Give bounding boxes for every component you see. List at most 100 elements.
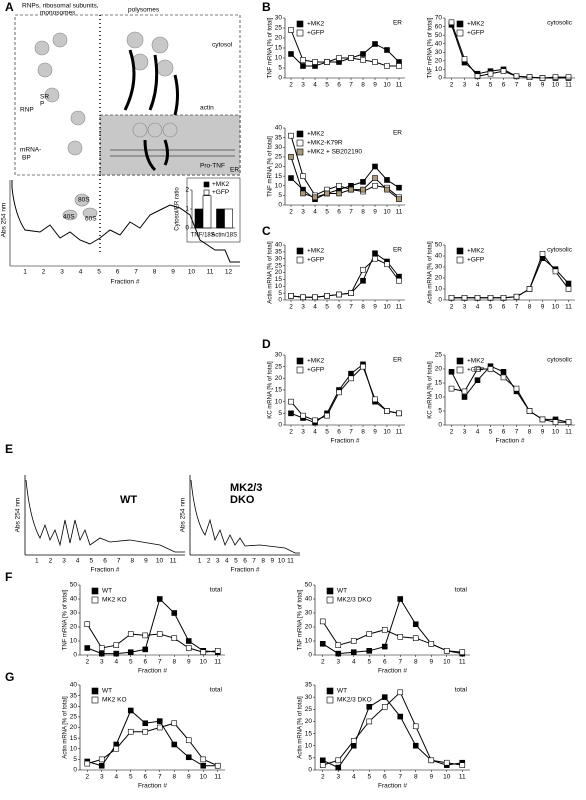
x-tick-label: 6	[337, 429, 341, 436]
tick-label: 11	[207, 269, 214, 276]
marker	[350, 738, 357, 744]
legend-marker	[91, 596, 99, 604]
marker	[384, 47, 390, 53]
chart-title: ER	[393, 357, 402, 364]
x-tick-label: 3	[301, 82, 305, 89]
marker	[288, 175, 294, 181]
marker	[396, 63, 402, 69]
marker	[461, 388, 468, 395]
x-tick-label: 9	[187, 659, 191, 666]
marker	[156, 718, 163, 724]
marker	[474, 73, 481, 80]
y-tick-label: 10	[305, 638, 313, 645]
marker	[448, 294, 455, 301]
y-tick-label: 15	[275, 45, 283, 52]
x-tick-label: 5	[367, 659, 371, 666]
marker	[336, 389, 342, 396]
y-tick-label: 20	[435, 58, 443, 65]
marker	[185, 737, 192, 744]
x-tick-label: 6	[143, 774, 147, 781]
y-tick-label: 5	[308, 755, 312, 762]
marker	[412, 723, 419, 730]
x-tick-label: 8	[172, 774, 176, 781]
tick-label: 11	[170, 558, 177, 565]
marker	[171, 720, 178, 727]
axis-label: KC mRNA [% of total]	[268, 361, 274, 419]
y-tick-label: 15	[435, 380, 443, 387]
y-tick-label: 20	[305, 624, 313, 631]
y-tick-label: 35	[305, 682, 313, 689]
marker	[459, 649, 466, 656]
legend-label: +MK2	[307, 21, 325, 28]
axis-label: TNF mRNA [% of total]	[298, 589, 304, 650]
legend-marker	[296, 139, 304, 147]
y-tick-label: 30	[275, 255, 283, 262]
x-tick-label: 2	[85, 659, 89, 666]
tick-label: 7	[117, 558, 121, 565]
y-tick-label: 30	[275, 144, 283, 151]
x-tick-label: 11	[459, 774, 466, 781]
legend-label: MK2 KO	[102, 697, 127, 704]
y-tick-label: 30	[70, 610, 78, 617]
y-tick-label: 40	[70, 596, 78, 603]
tick-label: 8	[261, 558, 265, 565]
y-tick-label: 40	[70, 682, 78, 689]
x-tick-label: 10	[200, 774, 208, 781]
x-tick-label: 11	[565, 429, 572, 436]
y-tick-label: 40	[435, 253, 443, 260]
marker	[500, 68, 507, 74]
marker	[526, 286, 533, 292]
y-tick-label: 0	[278, 297, 282, 304]
tick-label: 1	[35, 558, 39, 565]
y-tick-label: 0	[278, 422, 282, 429]
marker	[381, 643, 388, 650]
x-tick-label: 3	[301, 429, 305, 436]
marker	[372, 255, 378, 262]
axis-label: Abs 254 nm	[15, 498, 22, 533]
x-tick-label: 9	[541, 82, 545, 89]
x-tick-label: 7	[158, 774, 162, 781]
x-tick-label: 2	[450, 429, 454, 436]
x-tick-label: 4	[352, 659, 356, 666]
x-tick-label: 8	[414, 659, 418, 666]
marker	[381, 704, 388, 710]
panel-a-diagram	[9, 14, 241, 267]
x-tick-label: 11	[214, 659, 221, 666]
axis-label: Fraction #	[231, 567, 260, 574]
marker	[214, 647, 221, 654]
x-tick-label: 5	[367, 774, 371, 781]
marker	[360, 266, 366, 273]
label: 40S	[63, 214, 75, 221]
x-tick-label: 2	[85, 774, 89, 781]
series-line	[290, 156, 400, 200]
legend-marker	[326, 687, 334, 695]
tick-label: 10	[278, 558, 286, 565]
x-tick-label: 9	[187, 774, 191, 781]
x-tick-label: 8	[528, 304, 532, 311]
x-tick-label: 9	[541, 304, 545, 311]
marker	[288, 398, 294, 405]
y-tick-label: 70	[435, 15, 443, 22]
y-tick-label: 20	[70, 624, 78, 631]
marker	[443, 759, 450, 766]
y-tick-label: 0	[308, 652, 312, 659]
legend-label: +MK2	[307, 358, 325, 365]
legend-label: +MK2	[467, 358, 485, 365]
legend-marker	[91, 587, 99, 595]
x-tick-label: 7	[398, 659, 402, 666]
x-tick-label: 6	[502, 82, 506, 89]
x-tick-label: Actin/18S	[211, 233, 237, 239]
marker	[324, 59, 330, 65]
marker	[372, 182, 378, 189]
tick-label: 2	[207, 558, 211, 565]
y-tick-label: 50	[70, 582, 78, 589]
marker	[474, 377, 481, 384]
legend-marker	[91, 696, 99, 704]
x-tick-label: 2	[321, 774, 325, 781]
marker	[348, 375, 354, 382]
y-tick-label: 20	[275, 375, 283, 382]
legend-marker	[456, 29, 464, 37]
marker	[335, 650, 342, 657]
y-tick-label: 5	[278, 192, 282, 199]
marker	[113, 650, 120, 657]
